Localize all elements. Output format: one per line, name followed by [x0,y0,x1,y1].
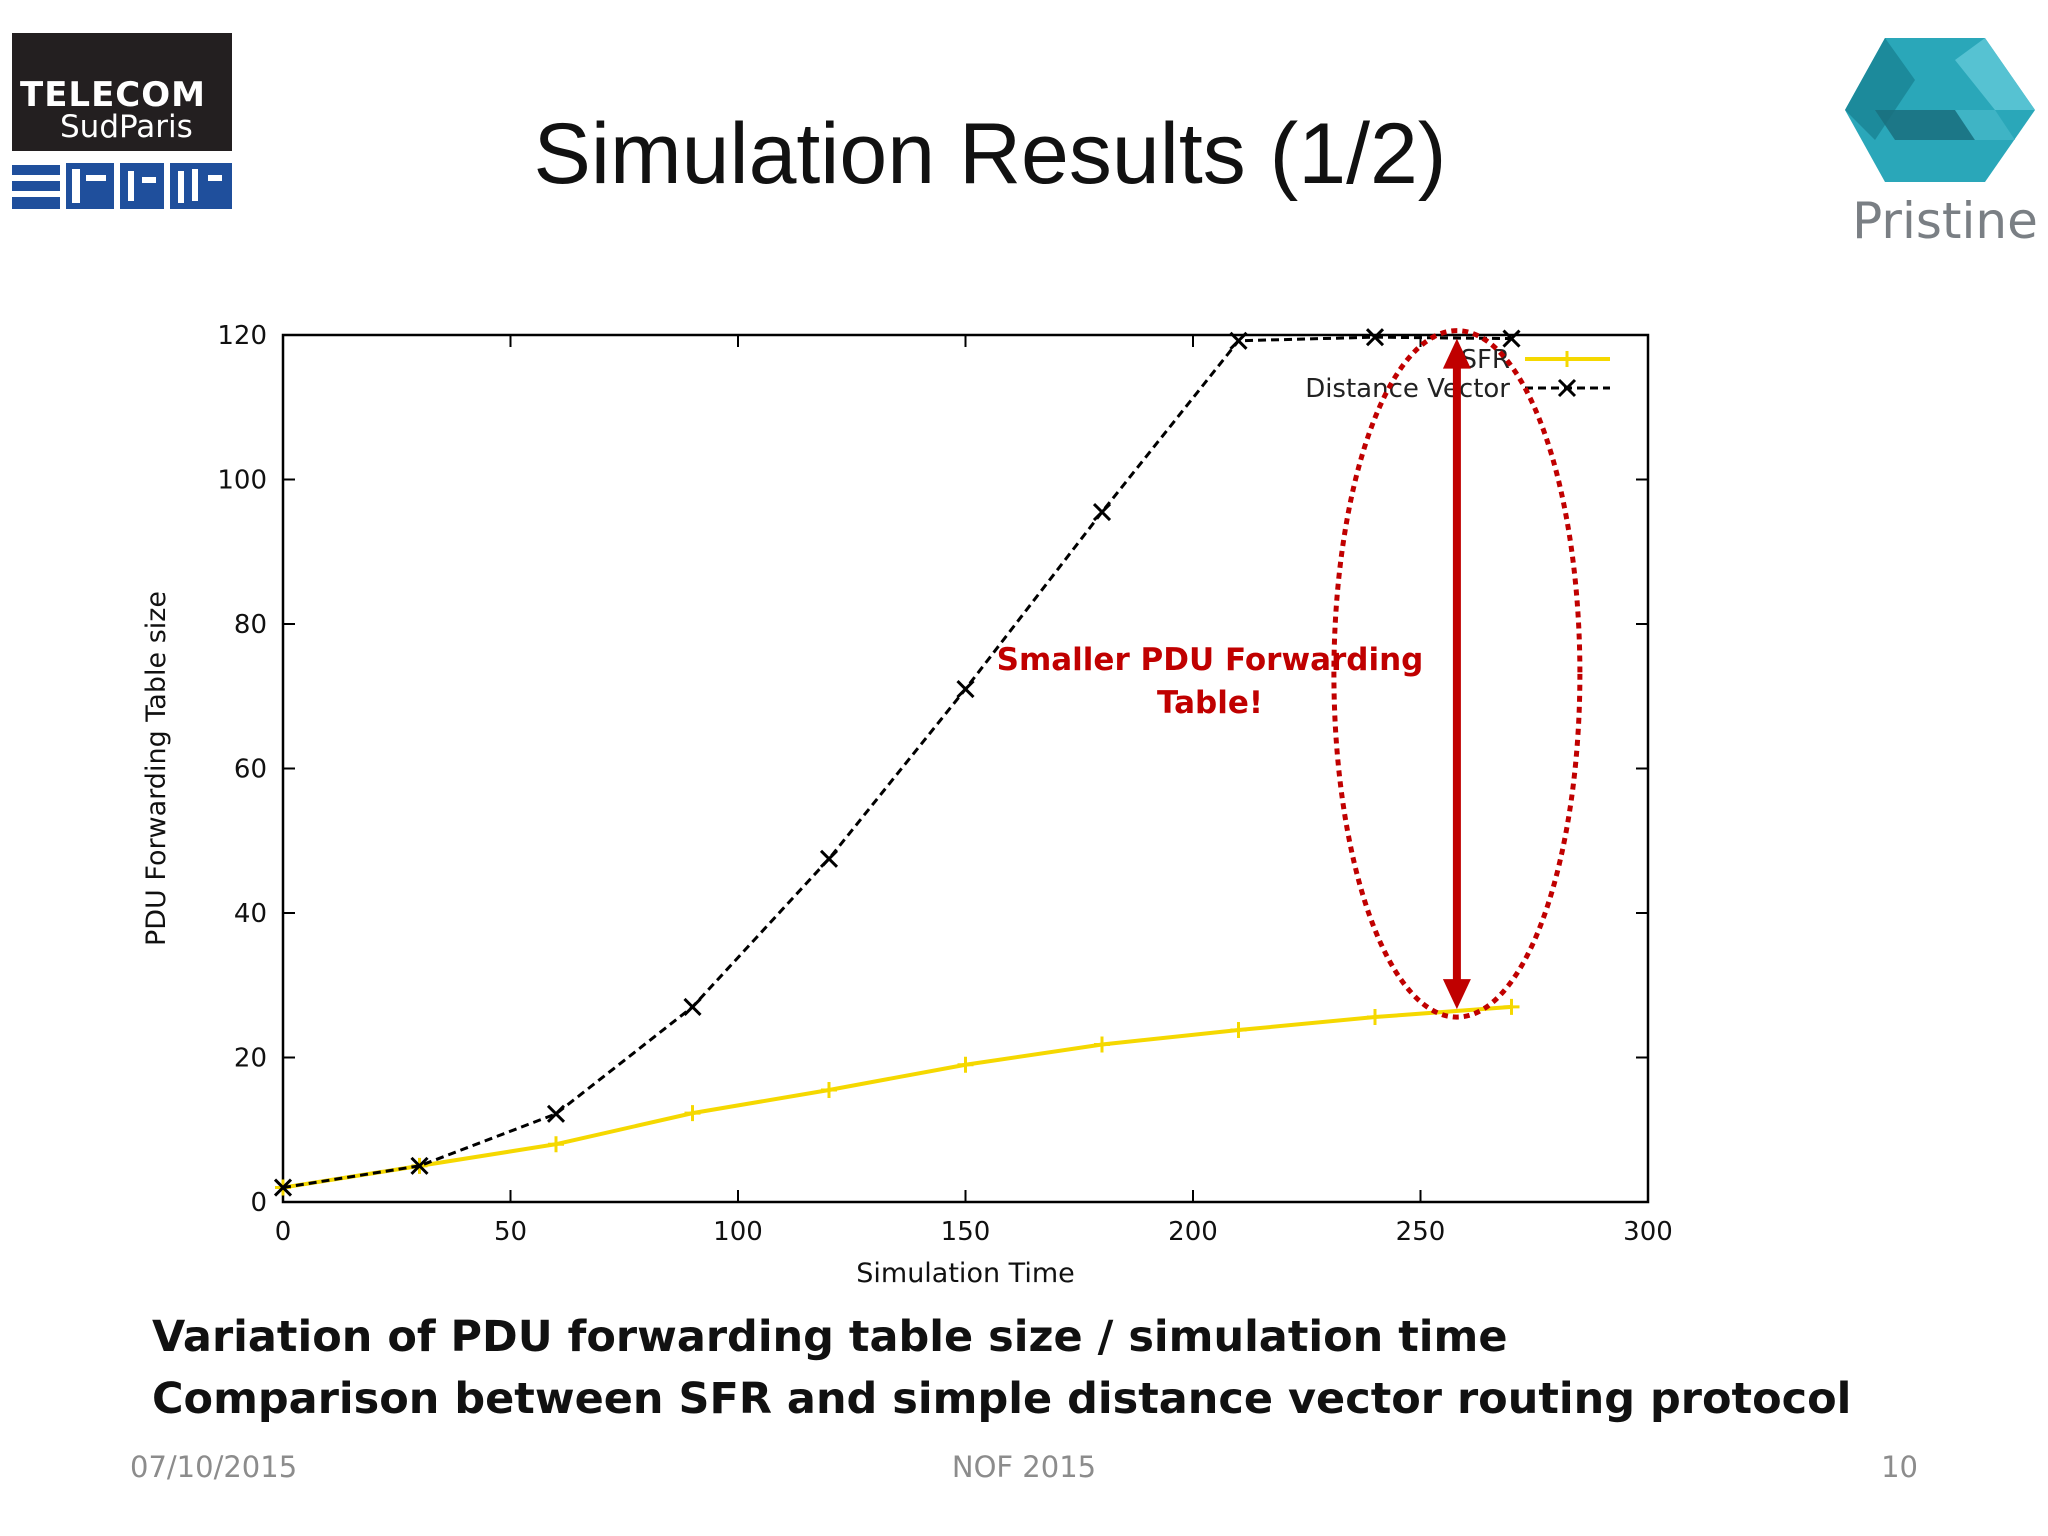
x-tick-label: 50 [494,1217,527,1247]
data-point-x-marker [546,1104,566,1123]
y-tick-label: 80 [234,610,267,640]
series-line-distance-vector [282,335,1512,1190]
data-point-plus-marker [684,1105,701,1122]
arrow-head-down-icon [1442,979,1471,1010]
data-point-plus-marker [548,1136,564,1153]
y-tick-label: 120 [217,321,267,351]
data-point-x-marker [1502,329,1521,348]
x-tick-label: 0 [275,1217,292,1247]
y-tick-label: 0 [250,1188,267,1218]
data-point-plus-marker [1094,1036,1110,1053]
legend-label: Distance Vector [1305,374,1510,404]
data-point-x-marker [956,679,975,699]
data-point-x-marker [1557,378,1577,398]
logo-text-sudparis: SudParis [60,109,193,145]
data-point-plus-marker [1367,1009,1383,1026]
data-point-plus-marker [821,1082,837,1099]
data-point-plus-marker [1559,351,1575,367]
y-tick-label: 20 [234,1044,267,1074]
data-point-x-marker [273,1178,293,1197]
logo-background [12,33,232,151]
data-point-plus-marker [1230,1022,1247,1039]
series-line-sfr [282,1004,1512,1190]
telecom-sudparis-logo: TELECOM SudParis [12,33,232,211]
y-tick-label: 100 [217,466,267,496]
logo-text-telecom: TELECOM [20,75,206,115]
x-tick-label: 300 [1623,1217,1673,1247]
annotation-line-2: Table! [1157,685,1263,721]
x-tick-label: 250 [1396,1217,1446,1247]
annotation-line-1: Smaller PDU Forwarding [997,642,1424,678]
data-point-x-marker [1365,328,1385,347]
slide-title: Simulation Results (1/2) [533,106,1447,202]
data-point-x-marker [1092,502,1112,522]
arrow-head-up-icon [1442,338,1471,369]
footer-page-number: 10 [1881,1450,1918,1484]
data-point-x-marker [410,1156,429,1175]
caption-line-2: Comparison between SFR and simple distan… [152,1374,1852,1424]
pristine-logo: Pristine [1845,30,2045,255]
data-point-x-marker [683,997,702,1016]
caption-line-1: Variation of PDU forwarding table size /… [152,1312,1508,1362]
footer-date: 07/10/2015 [130,1450,298,1484]
y-axis-label: PDU Forwarding Table size [141,591,172,946]
x-tick-label: 200 [1168,1217,1218,1247]
x-tick-label: 100 [713,1217,763,1247]
highlight-ellipse [1331,328,1583,1020]
footer-conference: NOF 2015 [951,1450,1097,1484]
legend-label: SFR [1460,345,1510,375]
data-point-plus-marker [957,1056,974,1073]
y-tick-label: 60 [234,755,267,785]
data-point-x-marker [819,849,839,868]
table-size-chart: 0 50 100 150 200 250 300 0 20 40 60 80 100 120 Simulat… [141,321,1673,1289]
pristine-logo-text: Pristine [1852,192,2038,250]
pristine-hexagon-icon [1845,38,2035,182]
institut-mines-telecom-emblem [12,161,232,211]
data-point-x-marker [1229,331,1248,350]
y-tick-label: 40 [234,899,267,929]
x-tick-label: 150 [941,1217,991,1247]
x-axis-label: Simulation Time [856,1258,1074,1289]
data-point-plus-marker [1503,998,1520,1015]
